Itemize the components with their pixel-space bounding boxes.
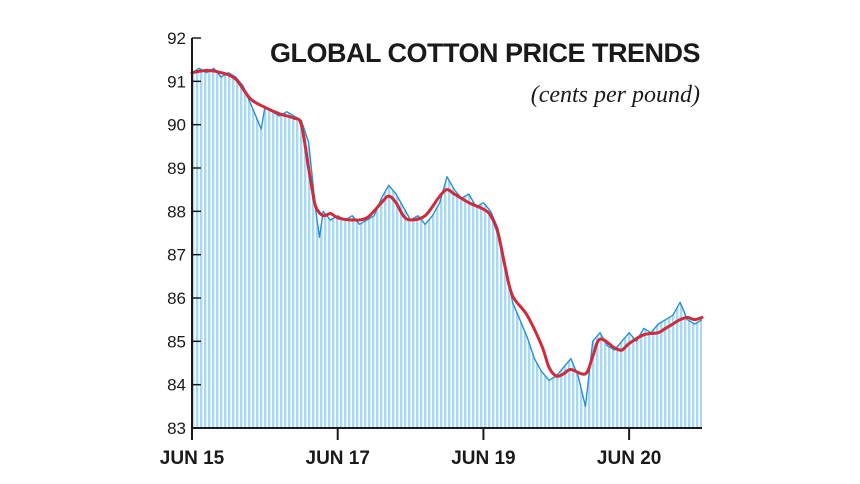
y-tick-label: 84 bbox=[167, 376, 186, 395]
chart-title: GLOBAL COTTON PRICE TRENDS bbox=[270, 38, 700, 68]
y-tick-label: 90 bbox=[167, 116, 186, 135]
y-tick-label: 92 bbox=[167, 29, 186, 48]
x-tick-labels: JUN 15 JUN 17 JUN 19 JUN 20 bbox=[160, 428, 661, 469]
y-tick-labels: 83 84 85 86 87 88 89 90 91 92 bbox=[167, 29, 201, 438]
y-tick-label: 89 bbox=[167, 159, 186, 178]
y-tick-label: 88 bbox=[167, 202, 186, 221]
y-tick-label: 83 bbox=[167, 419, 186, 438]
y-tick-label: 87 bbox=[167, 246, 186, 265]
area-fill bbox=[192, 68, 702, 428]
chart-subtitle: (cents per pound) bbox=[531, 82, 700, 108]
trend-series bbox=[190, 69, 704, 378]
axes bbox=[191, 38, 702, 429]
trend-line bbox=[190, 69, 704, 378]
price-area bbox=[192, 68, 702, 428]
x-tick-label: JUN 19 bbox=[451, 448, 515, 469]
y-tick-label: 91 bbox=[167, 72, 186, 91]
x-tick-label: JUN 15 bbox=[160, 448, 225, 469]
x-tick-label: JUN 17 bbox=[306, 448, 370, 469]
x-tick-label: JUN 20 bbox=[597, 448, 661, 469]
y-tick-label: 85 bbox=[167, 332, 186, 351]
y-tick-label: 86 bbox=[167, 289, 186, 308]
